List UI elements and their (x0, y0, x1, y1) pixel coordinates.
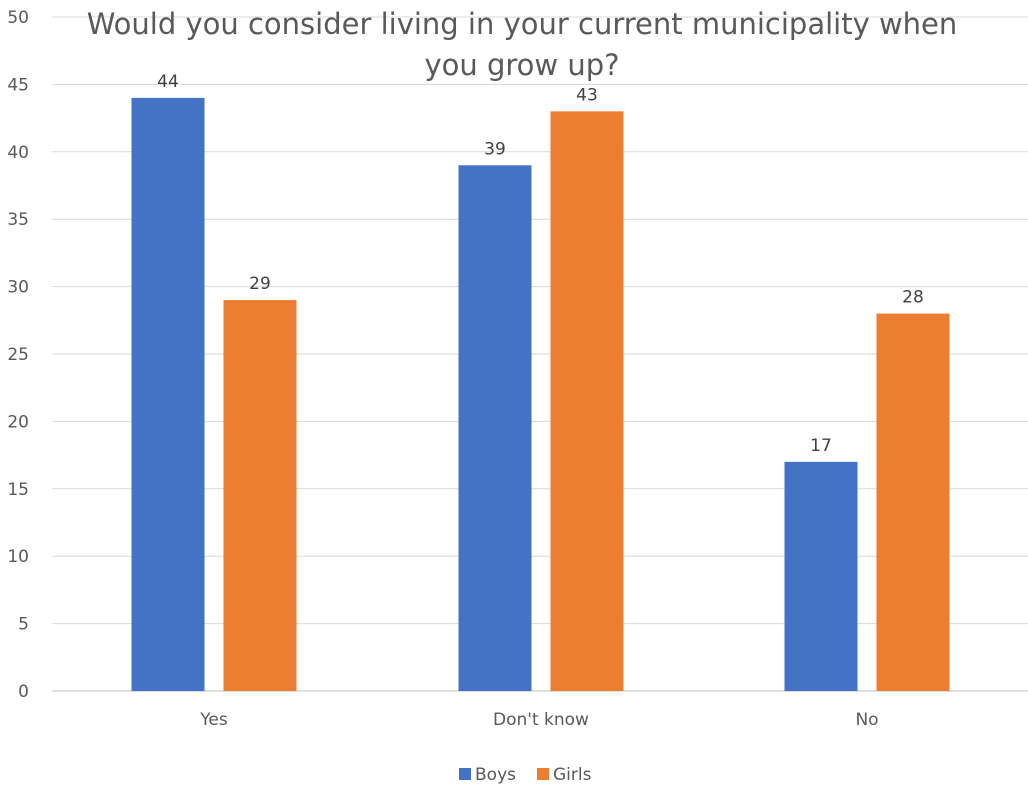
legend-label-boys: Boys (475, 765, 516, 785)
data-labels: 44 29 39 43 17 28 (157, 72, 924, 456)
data-label: 39 (484, 139, 506, 159)
legend-swatch-boys (459, 768, 471, 780)
y-tick-label: 30 (7, 278, 29, 298)
data-label: 29 (249, 274, 271, 294)
y-tick-label: 0 (18, 682, 29, 702)
legend-swatch-girls (537, 768, 549, 780)
x-category-label: Don't know (493, 710, 589, 730)
data-label: 17 (810, 436, 832, 456)
bar-girls-0 (223, 300, 297, 691)
legend: Boys Girls (459, 765, 592, 785)
y-tick-label: 25 (7, 345, 29, 365)
bars (131, 97, 950, 692)
chart-title-line-2: you grow up? (424, 48, 619, 82)
bar-boys-1 (458, 165, 532, 691)
y-tick-label: 20 (7, 412, 29, 432)
y-tick-label: 10 (7, 547, 29, 567)
gridlines (52, 16, 1028, 692)
data-label: 43 (576, 85, 598, 105)
y-tick-label: 40 (7, 143, 29, 163)
bar-girls-1 (550, 111, 624, 692)
bar-boys-0 (131, 97, 205, 691)
y-tick-label: 15 (7, 480, 29, 500)
bar-boys-2 (784, 461, 858, 691)
data-label: 44 (157, 72, 179, 92)
y-axis-ticks: 0 5 10 15 20 25 30 35 40 45 50 (7, 8, 29, 702)
legend-label-girls: Girls (553, 765, 592, 785)
y-tick-label: 35 (7, 210, 29, 230)
y-tick-label: 50 (7, 8, 29, 28)
data-label: 28 (902, 288, 924, 308)
y-tick-label: 45 (7, 75, 29, 95)
bar-girls-2 (876, 313, 950, 691)
x-category-label: Yes (199, 710, 228, 730)
x-category-label: No (855, 710, 878, 730)
chart-title-line-1: Would you consider living in your curren… (87, 7, 958, 41)
x-axis-categories: Yes Don't know No (199, 710, 878, 730)
y-tick-label: 5 (18, 615, 29, 635)
